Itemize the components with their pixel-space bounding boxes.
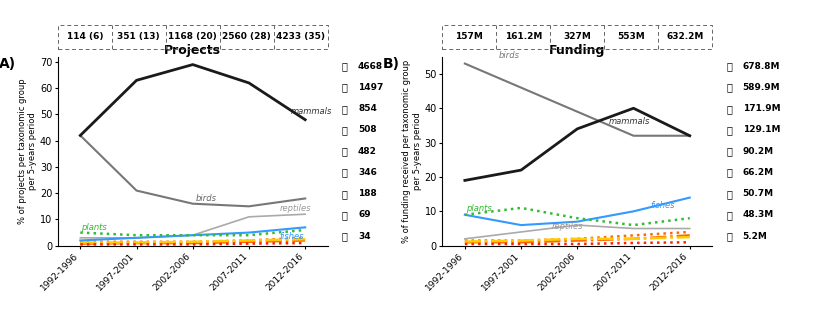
Text: fishes: fishes (280, 232, 305, 241)
Text: 114 (6): 114 (6) (67, 32, 103, 41)
Text: 171.9M: 171.9M (743, 104, 781, 113)
Text: 1168 (20): 1168 (20) (169, 32, 217, 41)
Text: 🐠: 🐠 (342, 125, 348, 135)
Bar (58, 25, 328, 49)
Text: B): B) (383, 57, 400, 71)
Text: 🦅: 🦅 (726, 61, 732, 71)
Y-axis label: % of projects per taxonomic group
per 5-years period: % of projects per taxonomic group per 5-… (17, 78, 37, 224)
Text: 🐟: 🐟 (726, 104, 732, 114)
Text: 🦋: 🦋 (342, 189, 348, 199)
Text: 161.2M: 161.2M (505, 32, 542, 41)
Text: 327M: 327M (563, 32, 591, 41)
Text: 🐟: 🐟 (342, 104, 348, 114)
Y-axis label: % of funding received per taxonomic group
per 5-years period: % of funding received per taxonomic grou… (402, 60, 421, 243)
Text: 2560 (28): 2560 (28) (222, 32, 271, 41)
Text: 🦋: 🦋 (726, 168, 732, 177)
Text: 🐠: 🐠 (726, 189, 732, 199)
Title: Projects: Projects (164, 44, 221, 57)
Text: 508: 508 (358, 125, 377, 135)
Text: 🐚: 🐚 (726, 210, 732, 220)
Text: 🦆: 🦆 (726, 146, 732, 156)
Text: reptiles: reptiles (552, 222, 583, 231)
Text: 854: 854 (358, 104, 377, 113)
Text: 346: 346 (358, 168, 377, 177)
Text: 90.2M: 90.2M (743, 147, 774, 156)
Text: 🐚: 🐚 (342, 210, 348, 220)
Text: 188: 188 (358, 189, 377, 198)
Text: 🦂: 🦂 (726, 231, 732, 241)
Text: 589.9M: 589.9M (743, 83, 781, 92)
Text: mammals: mammals (291, 107, 333, 116)
Text: 🦆: 🦆 (342, 168, 348, 177)
Text: 🦂: 🦂 (342, 231, 348, 241)
Text: plants: plants (82, 223, 107, 232)
Text: 🐊: 🐊 (726, 125, 732, 135)
Text: 5.2M: 5.2M (743, 232, 767, 241)
Title: Funding: Funding (549, 44, 605, 57)
Text: 4233 (35): 4233 (35) (276, 32, 325, 41)
Text: A): A) (0, 57, 16, 71)
Text: plants: plants (466, 204, 491, 213)
Text: 🐊: 🐊 (342, 146, 348, 156)
Text: 66.2M: 66.2M (743, 168, 774, 177)
Text: 50.7M: 50.7M (743, 189, 774, 198)
Text: 482: 482 (358, 147, 377, 156)
Text: 632.2M: 632.2M (667, 32, 704, 41)
Text: 1497: 1497 (358, 83, 383, 92)
Text: 4668: 4668 (358, 62, 383, 71)
Text: 351 (13): 351 (13) (117, 32, 160, 41)
Text: 129.1M: 129.1M (743, 125, 780, 135)
Text: 48.3M: 48.3M (743, 210, 774, 220)
Bar (443, 25, 712, 49)
Text: birds: birds (499, 51, 520, 60)
Text: birds: birds (196, 193, 216, 203)
Text: 678.8M: 678.8M (743, 62, 780, 71)
Text: fishes: fishes (650, 201, 675, 210)
Text: mammals: mammals (608, 117, 649, 126)
Text: 69: 69 (358, 210, 371, 220)
Text: 🦅: 🦅 (342, 83, 348, 92)
Text: 34: 34 (358, 232, 371, 241)
Text: reptiles: reptiles (280, 204, 311, 213)
Text: 553M: 553M (617, 32, 645, 41)
Text: 🐘: 🐘 (726, 83, 732, 92)
Text: 157M: 157M (455, 32, 483, 41)
Text: 🐘: 🐘 (342, 61, 348, 71)
